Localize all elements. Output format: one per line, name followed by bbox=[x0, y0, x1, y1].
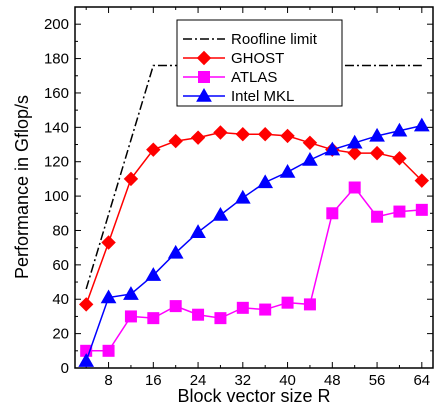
series-intel-mkl bbox=[78, 117, 430, 367]
data-point-ghost bbox=[257, 127, 273, 142]
series-layer bbox=[78, 64, 430, 367]
x-tick-label: 24 bbox=[190, 372, 207, 389]
data-point-ghost bbox=[146, 142, 161, 157]
data-point-ghost bbox=[392, 151, 407, 166]
data-point-atlas bbox=[348, 181, 361, 194]
data-point-intel-mkl bbox=[190, 224, 206, 238]
data-point-ghost bbox=[347, 145, 362, 161]
data-point-intel-mkl bbox=[78, 353, 95, 367]
data-point-intel-mkl bbox=[123, 286, 139, 300]
data-point-atlas bbox=[281, 296, 294, 309]
data-point-ghost bbox=[369, 145, 385, 161]
data-point-atlas bbox=[303, 298, 316, 311]
series-line-intel-mkl bbox=[85, 124, 422, 362]
data-point-atlas bbox=[326, 207, 339, 220]
x-tick-label: 32 bbox=[234, 372, 251, 389]
x-tick-label: 40 bbox=[279, 372, 296, 389]
data-point-intel-mkl bbox=[413, 117, 430, 132]
legend-marker-intel-mkl bbox=[196, 87, 212, 102]
data-point-intel-mkl bbox=[346, 134, 363, 149]
data-point-ghost bbox=[235, 127, 251, 142]
data-point-intel-mkl bbox=[391, 122, 408, 137]
y-tick-label: 80 bbox=[52, 222, 69, 239]
data-point-atlas bbox=[393, 205, 406, 218]
y-tick-label: 200 bbox=[44, 16, 69, 33]
data-point-intel-mkl bbox=[100, 289, 117, 304]
data-point-atlas bbox=[147, 312, 160, 325]
x-axis-ticks: 8 16 24 32 40 48 56 64 bbox=[85, 7, 430, 389]
series-line-ghost bbox=[85, 131, 423, 305]
data-point-ghost bbox=[302, 135, 318, 151]
data-point-atlas bbox=[415, 203, 428, 216]
data-point-ghost bbox=[101, 235, 116, 250]
x-tick-label: 56 bbox=[369, 372, 386, 389]
legend-label-atlas: ATLAS bbox=[231, 69, 277, 86]
y-axis-title: Performance in Gflop/s bbox=[12, 95, 32, 279]
data-point-atlas bbox=[236, 301, 249, 314]
x-tick-label: 8 bbox=[104, 372, 112, 389]
data-point-atlas bbox=[214, 312, 227, 325]
data-point-ghost bbox=[78, 297, 94, 312]
data-point-atlas bbox=[259, 303, 272, 316]
data-point-atlas bbox=[124, 310, 137, 323]
data-point-ghost bbox=[168, 133, 183, 149]
series-line-atlas bbox=[86, 186, 422, 352]
data-point-atlas bbox=[371, 210, 384, 223]
legend: Roofline limit GHOST ATLAS Intel MKL bbox=[176, 19, 343, 107]
data-point-intel-mkl bbox=[324, 141, 341, 156]
data-point-intel-mkl bbox=[302, 151, 318, 166]
data-point-ghost bbox=[123, 171, 139, 187]
legend-marker-atlas bbox=[198, 71, 210, 83]
legend-label-roofline-limit: Roofline limit bbox=[231, 31, 318, 48]
data-point-atlas bbox=[169, 300, 182, 313]
legend-marker-ghost bbox=[196, 50, 212, 66]
data-point-intel-mkl bbox=[369, 127, 385, 142]
x-tick-label: 64 bbox=[413, 372, 430, 389]
data-point-intel-mkl bbox=[257, 174, 274, 189]
x-tick-label: 48 bbox=[324, 372, 341, 389]
series-atlas bbox=[80, 181, 428, 357]
y-tick-label: 120 bbox=[44, 154, 69, 171]
data-point-ghost bbox=[190, 130, 206, 145]
data-point-intel-mkl bbox=[145, 267, 162, 281]
data-point-atlas bbox=[102, 344, 115, 357]
y-tick-label: 60 bbox=[52, 257, 69, 274]
data-point-intel-mkl bbox=[212, 206, 229, 221]
data-point-atlas bbox=[192, 308, 205, 321]
y-tick-label: 100 bbox=[44, 188, 69, 205]
data-point-ghost bbox=[280, 128, 295, 144]
series-ghost bbox=[78, 125, 430, 312]
legend-label-intel-mkl: Intel MKL bbox=[231, 88, 294, 105]
y-tick-label: 0 bbox=[61, 360, 69, 377]
data-point-intel-mkl bbox=[279, 164, 296, 178]
y-tick-label: 20 bbox=[52, 326, 69, 343]
data-point-intel-mkl bbox=[167, 244, 184, 259]
legend-label-ghost: GHOST bbox=[231, 50, 284, 67]
data-point-ghost bbox=[213, 125, 228, 140]
y-tick-label: 40 bbox=[52, 291, 69, 308]
x-axis-title: Block vector size R bbox=[177, 386, 330, 406]
plot-frame bbox=[74, 6, 434, 369]
data-point-ghost bbox=[414, 173, 430, 188]
x-tick-label: 16 bbox=[145, 372, 162, 389]
data-point-intel-mkl bbox=[234, 189, 251, 204]
y-tick-label: 160 bbox=[44, 85, 69, 102]
y-tick-label: 180 bbox=[44, 51, 69, 68]
y-axis-ticks: 0 20 40 60 80 100 120 140 160 180 200 bbox=[44, 16, 433, 377]
y-tick-label: 140 bbox=[44, 119, 69, 136]
